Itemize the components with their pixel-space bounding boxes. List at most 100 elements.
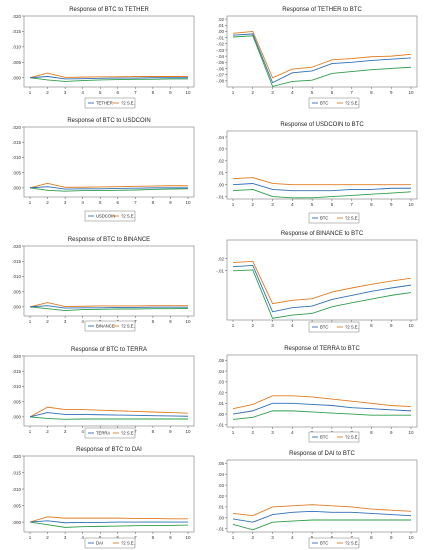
x-tick-label: 10 (408, 202, 414, 207)
x-tick-label: 10 (185, 535, 191, 540)
series-line-response (29, 305, 188, 309)
x-tick-label: 8 (152, 535, 155, 540)
y-tick-label: .020 (12, 244, 21, 249)
x-tick-label: 2 (46, 535, 49, 540)
legend: TERRA ?2 S.E. (84, 427, 136, 439)
x-tick-label: 6 (117, 535, 120, 540)
x-tick-label: 2 (252, 323, 255, 328)
series-line-lower-band (232, 269, 412, 319)
x-tick-label: 3 (271, 535, 274, 540)
legend-label: ?2 S.E. (345, 325, 359, 330)
x-tick-label: 1 (232, 202, 235, 207)
x-tick-label: 7 (134, 429, 137, 434)
y-tick-label: -.01 (216, 269, 224, 274)
series-line-upper-band (232, 504, 412, 517)
legend-label: ?2 S.E. (121, 101, 135, 106)
legend-label: ?2 S.E. (121, 431, 135, 436)
y-tick-label: .005 (12, 503, 21, 508)
x-tick-label: 8 (152, 200, 155, 205)
y-tick-label: -.03 (216, 48, 224, 53)
legend-box (84, 320, 136, 332)
y-tick-label: .015 (12, 259, 21, 264)
y-tick-label: -.04 (216, 54, 224, 59)
y-tick-label: .02 (218, 17, 225, 22)
legend: USDCOIN ?2 S.E. (84, 210, 136, 222)
series-line-lower-band (29, 306, 189, 311)
y-tick-label: .010 (12, 384, 21, 389)
x-tick-label: 5 (99, 90, 102, 95)
x-tick-label: 4 (291, 535, 294, 540)
chart-panel-9: Response of BTC to DAI .000 .005 .010 .015 .0… (12, 447, 195, 549)
y-tick-label: .04 (218, 135, 225, 140)
legend-label: ?2 S.E. (345, 435, 359, 440)
plot-frame (23, 355, 195, 427)
series-line-response (29, 76, 188, 80)
series-line-upper-band (29, 182, 188, 189)
x-tick-label: 10 (408, 430, 414, 435)
chart-panel-4: Response of USDCOIN to BTC .04 .03 .02 .01 .0… (216, 122, 418, 224)
y-tick-label: .015 (12, 29, 21, 34)
x-tick-label: 7 (134, 535, 137, 540)
x-tick-label: 8 (370, 430, 373, 435)
y-tick-label: .000 (12, 186, 21, 191)
legend-label: ?2 S.E. (121, 324, 135, 329)
legend: BTC ?2 S.E. (308, 431, 360, 443)
y-tick-label: .020 (12, 14, 21, 19)
series-line-lower-band (232, 519, 411, 531)
x-tick-label: 1 (29, 429, 32, 434)
x-tick-label: 2 (46, 200, 49, 205)
chart-title: Response of BTC to USDCOIN (67, 118, 150, 124)
y-tick-label: .015 (12, 369, 21, 374)
x-tick-label: 1 (29, 319, 32, 324)
y-tick-label: .03 (218, 147, 225, 152)
y-tick-label: .02 (218, 390, 225, 395)
series-line-response (29, 412, 189, 418)
x-tick-label: 5 (99, 535, 102, 540)
x-tick-label: 7 (350, 90, 353, 95)
legend-box (84, 210, 136, 222)
x-tick-label: 6 (117, 90, 120, 95)
x-tick-label: 3 (64, 200, 67, 205)
x-tick-label: 5 (311, 535, 314, 540)
y-tick-label: -.07 (216, 72, 224, 77)
x-tick-label: 4 (81, 90, 84, 95)
series-line-response (232, 183, 411, 192)
x-tick-label: 10 (408, 90, 414, 95)
x-tick-label: 7 (134, 90, 137, 95)
x-tick-label: 4 (291, 323, 294, 328)
y-tick-label: .015 (12, 140, 21, 145)
legend: BTC ?2 S.E. (308, 537, 360, 549)
x-tick-label: 4 (291, 202, 294, 207)
legend-label: USDCOIN (96, 214, 115, 219)
x-tick-label: 3 (64, 90, 67, 95)
plot-frame (23, 455, 195, 533)
x-tick-label: 1 (29, 535, 32, 540)
chart-panel-7: Response of BTC to TERRA .000 .005 .010 .015… (12, 347, 195, 439)
chart-panel-3: Response of BTC to USDCOIN .000 .005 .010 .0… (12, 118, 195, 222)
y-tick-label: .005 (12, 289, 21, 294)
x-tick-label: 2 (46, 429, 49, 434)
x-tick-label: 8 (152, 90, 155, 95)
series-line-response (29, 186, 188, 190)
legend-box (84, 97, 136, 109)
x-tick-label: 2 (46, 90, 49, 95)
legend-label: DAI (96, 541, 103, 546)
x-tick-label: 7 (134, 319, 137, 324)
y-tick-label: .010 (12, 45, 21, 50)
x-tick-label: 4 (81, 319, 84, 324)
series-line-upper-band (232, 177, 411, 186)
y-tick-label: .00 (218, 182, 225, 187)
series-line-upper-band (29, 406, 189, 418)
x-tick-label: 10 (408, 323, 414, 328)
y-tick-label: .000 (12, 415, 21, 420)
y-tick-label: .000 (12, 305, 21, 310)
series-line-response (29, 520, 188, 524)
series-line-lower-band (29, 77, 188, 82)
legend-box (308, 321, 360, 333)
legend: DAI ?2 S.E. (84, 537, 136, 549)
y-tick-label: .01 (218, 23, 225, 28)
x-tick-label: 8 (152, 429, 155, 434)
chart-title: Response of BTC to TETHER (69, 7, 149, 13)
series-line-response (232, 510, 412, 523)
series-line-upper-band (29, 302, 188, 308)
